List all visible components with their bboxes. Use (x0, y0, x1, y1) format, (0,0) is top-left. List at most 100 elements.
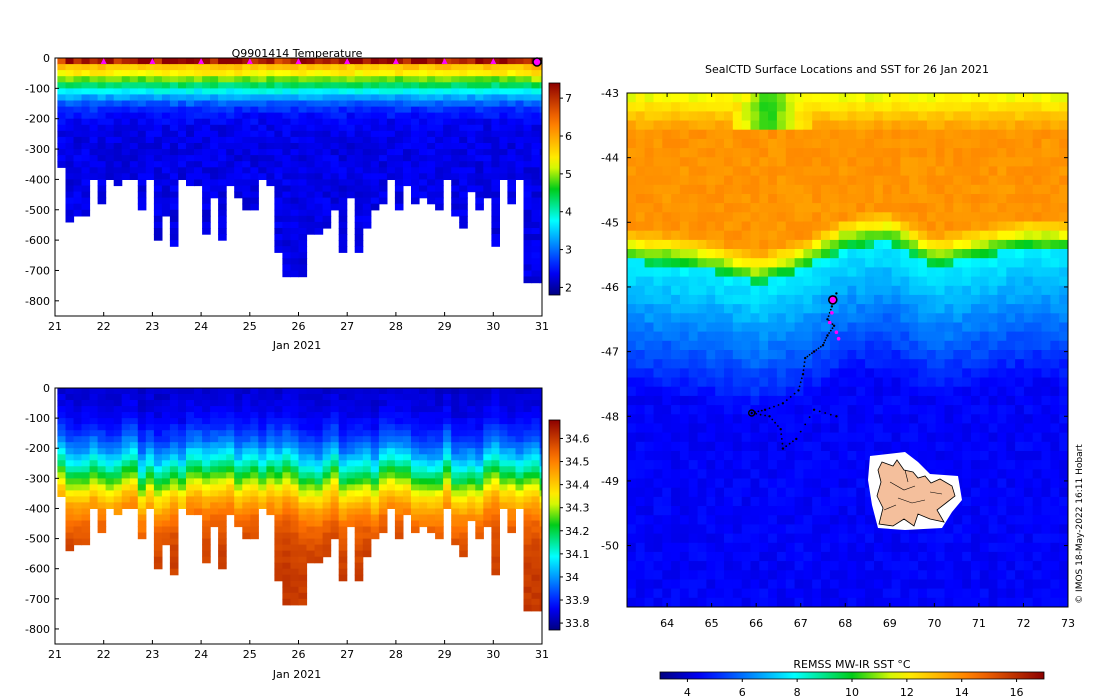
profile-cell (145, 64, 155, 71)
profile-cell (507, 179, 516, 187)
sst-cell (697, 249, 707, 259)
profile-cell (145, 118, 155, 126)
sst-cell (838, 184, 848, 195)
profile-cell (386, 466, 396, 473)
sst-cell (732, 313, 743, 323)
profile-cell (73, 400, 83, 407)
profile-cell (186, 442, 195, 449)
sst-cell (688, 148, 698, 158)
sst-cell (688, 194, 698, 204)
profile-cell (531, 130, 541, 138)
profile-cell (250, 520, 259, 528)
profile-cell (73, 514, 83, 522)
profile-cell (394, 436, 404, 443)
profile-cell (218, 173, 227, 180)
profile-cell (65, 100, 75, 108)
profile-cell (507, 430, 516, 437)
profile-cell (443, 58, 452, 65)
profile-cell (169, 520, 179, 528)
profile-cell (73, 538, 83, 546)
sst-cell (1050, 120, 1060, 131)
sst-cell (750, 102, 760, 112)
profile-cell (89, 502, 99, 509)
sst-cell (776, 285, 787, 296)
profile-cell (507, 173, 516, 180)
profile-cell (282, 430, 291, 437)
profile-cell (290, 430, 300, 437)
sst-cell (847, 111, 857, 122)
profile-cell (322, 221, 332, 229)
profile-cell (403, 112, 412, 120)
profile-cell (539, 228, 542, 235)
sst-cell (635, 230, 646, 241)
sst-cell (821, 93, 831, 103)
sst-cell (979, 304, 990, 314)
profile-cell (274, 424, 283, 431)
sst-cell (1015, 258, 1025, 268)
profile-cell (298, 520, 308, 528)
profile-cell (394, 490, 404, 497)
profile-cell (394, 130, 404, 138)
temperature-y-tick-label: -100 (25, 82, 50, 95)
profile-cell (218, 538, 227, 546)
sst-cell (697, 194, 707, 204)
sst-cell (865, 120, 875, 131)
profile-cell (338, 454, 348, 461)
sst-cell (1032, 184, 1042, 195)
profile-cell (250, 76, 259, 83)
profile-cell (218, 544, 227, 552)
profile-cell (427, 400, 436, 407)
profile-cell (330, 124, 340, 132)
profile-cell (330, 149, 340, 156)
profile-cell (491, 136, 500, 144)
temperature-x-tick-label: 21 (48, 320, 62, 333)
profile-cell (113, 400, 123, 407)
profile-cell (194, 400, 203, 407)
profile-cell (419, 191, 428, 199)
profile-cell (459, 70, 468, 77)
profile-cell (354, 478, 364, 485)
profile-cell (531, 191, 541, 199)
profile-cell (314, 215, 324, 223)
profile-cell (459, 478, 468, 485)
sst-cell (856, 276, 866, 287)
profile-cell (73, 209, 83, 217)
profile-cell (338, 203, 348, 211)
sst-cell (653, 322, 663, 333)
profile-cell (435, 106, 444, 114)
profile-cell (314, 454, 324, 461)
profile-cell (507, 436, 516, 443)
sst-cell (688, 313, 698, 323)
profile-cell (443, 124, 452, 132)
profile-cell (250, 484, 259, 491)
profile-cell (194, 136, 203, 144)
sst-cell (768, 212, 778, 222)
profile-cell (250, 70, 259, 77)
sst-cell (662, 294, 672, 305)
profile-cell (186, 466, 195, 473)
sst-cell (635, 102, 646, 112)
sst-cell (1023, 157, 1034, 167)
sst-cell (732, 294, 743, 305)
profile-cell (531, 209, 541, 217)
profile-cell (370, 70, 380, 77)
profile-cell (306, 70, 316, 77)
profile-cell (218, 412, 227, 419)
sst-cell (627, 212, 637, 222)
profile-cell (169, 234, 179, 241)
profile-cell (491, 412, 500, 419)
profile-cell (290, 448, 300, 455)
profile-cell (475, 496, 484, 503)
sst-cell (856, 120, 866, 131)
profile-cell (459, 215, 468, 223)
profile-cell (378, 124, 388, 132)
profile-cell (234, 82, 243, 89)
profile-cell (459, 526, 468, 534)
profile-cell (475, 502, 484, 509)
profile-cell (322, 388, 332, 395)
profile-cell (451, 88, 460, 96)
profile-cell (483, 143, 492, 150)
profile-cell (314, 406, 324, 413)
profile-cell (539, 191, 542, 199)
profile-cell (226, 100, 235, 108)
